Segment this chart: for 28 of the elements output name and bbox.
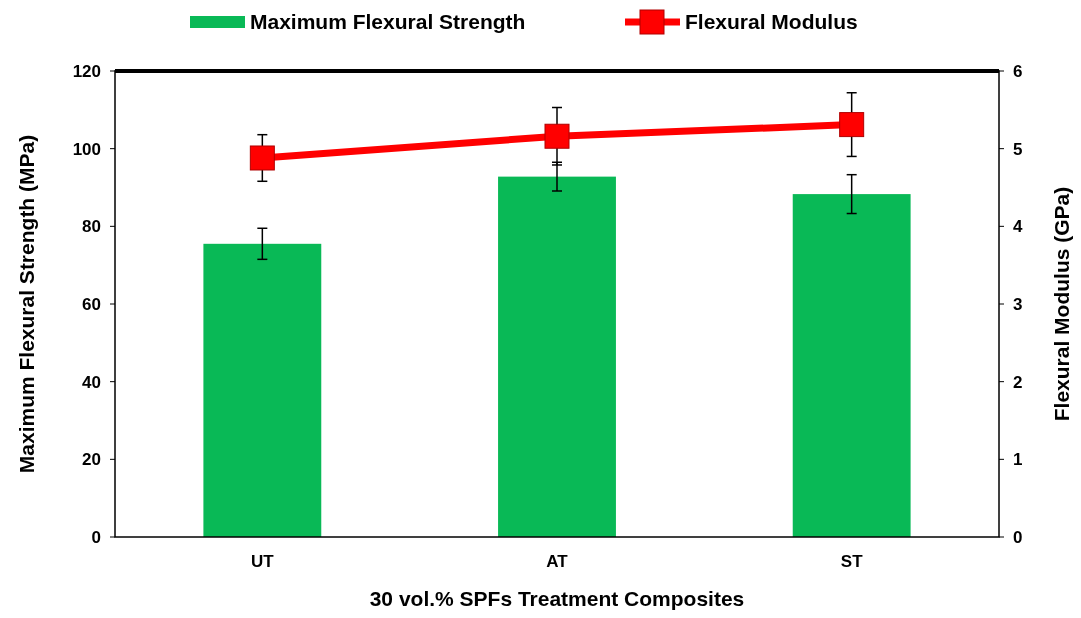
point	[249, 145, 275, 171]
y2-tick-label: 1	[1013, 450, 1023, 470]
y-tick-label: 0	[91, 527, 101, 547]
legend-label: Maximum Flexural Strength	[250, 10, 526, 34]
y-tick-label: 20	[82, 450, 101, 470]
y-tick-label: 60	[82, 294, 101, 314]
y-axis-title: Maximum Flexural Strength (MPa)	[15, 134, 38, 474]
x-axis-title: 30 vol.% SPFs Treatment Composites	[369, 587, 745, 610]
y-tick-label: 80	[82, 217, 101, 237]
bar	[792, 194, 911, 537]
bar	[203, 243, 322, 537]
y2-tick-label: 0	[1013, 527, 1023, 547]
y2-axis-title: Flexural Modulus (GPa)	[1050, 186, 1073, 422]
legend-label: Flexural Modulus	[685, 10, 858, 34]
y-tick-label: 100	[72, 139, 101, 159]
y-tick-label: 120	[72, 61, 101, 81]
point	[544, 123, 570, 149]
x-tick-label: ST	[840, 552, 864, 571]
x-tick-label: AT	[546, 552, 569, 571]
y2-tick-label: 6	[1013, 61, 1023, 81]
x-tick-label: UT	[251, 552, 275, 571]
y2-tick-label: 3	[1013, 294, 1023, 314]
bar	[498, 176, 616, 537]
y-tick-label: 40	[82, 372, 101, 392]
point	[839, 112, 865, 138]
y2-tick-label: 2	[1013, 372, 1023, 392]
y2-tick-label: 4	[1013, 217, 1023, 237]
y2-tick-label: 5	[1013, 139, 1023, 159]
